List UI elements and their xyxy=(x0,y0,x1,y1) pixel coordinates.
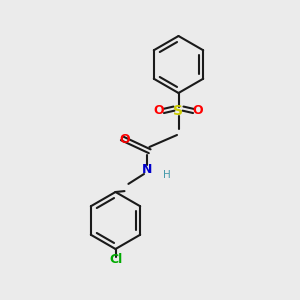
Text: O: O xyxy=(119,133,130,146)
Text: H: H xyxy=(163,170,170,181)
Text: O: O xyxy=(193,104,203,118)
Text: S: S xyxy=(173,104,184,118)
Text: Cl: Cl xyxy=(109,253,122,266)
Text: O: O xyxy=(154,104,164,118)
Text: N: N xyxy=(142,163,152,176)
